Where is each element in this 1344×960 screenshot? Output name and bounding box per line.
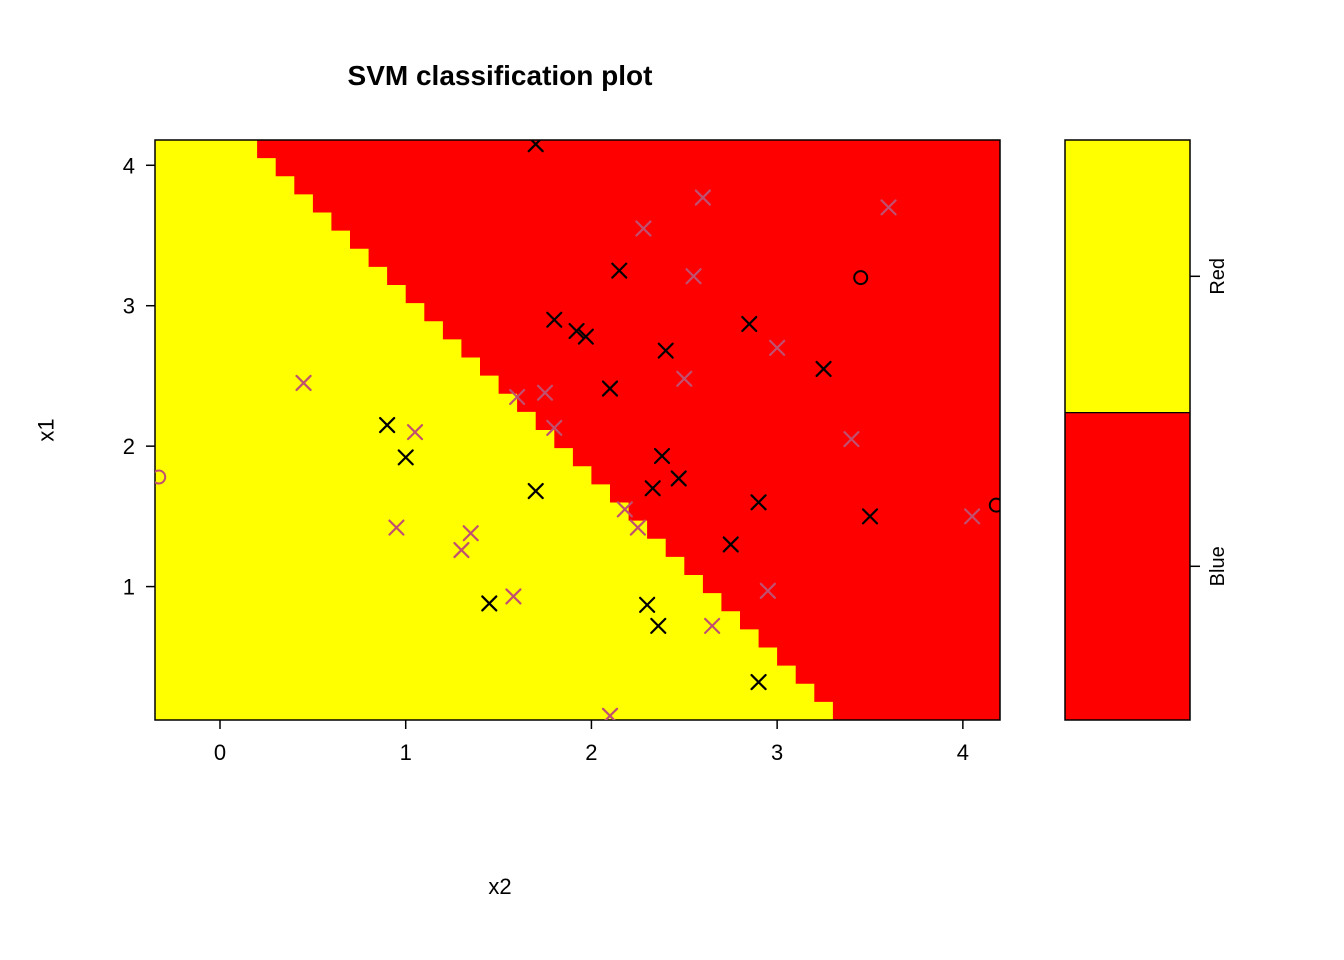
legend-swatch-red (1065, 140, 1190, 413)
y-tick-label: 1 (123, 575, 135, 600)
x-tick-label: 2 (585, 740, 597, 765)
y-tick-label: 2 (123, 434, 135, 459)
legend-label-blue: Blue (1207, 546, 1229, 586)
chart-container: SVM classification plot x1 x2 0 1 2 3 4 1 2 3 4 R… (0, 0, 1344, 960)
legend-label-red: Red (1207, 258, 1229, 295)
chart-title: SVM classification plot (0, 60, 1000, 92)
y-axis-label: x1 (35, 140, 58, 720)
x-tick-label: 4 (957, 740, 969, 765)
chart-svg: 0 1 2 3 4 1 2 3 4 Red Blue (0, 0, 1344, 960)
x-axis-label: x2 (0, 874, 1000, 900)
x-tick-label: 3 (771, 740, 783, 765)
x-tick-label: 1 (400, 740, 412, 765)
y-tick-label: 3 (123, 294, 135, 319)
legend-swatch-blue (1065, 413, 1190, 720)
x-tick-label: 0 (214, 740, 226, 765)
y-tick-label: 4 (123, 153, 135, 178)
